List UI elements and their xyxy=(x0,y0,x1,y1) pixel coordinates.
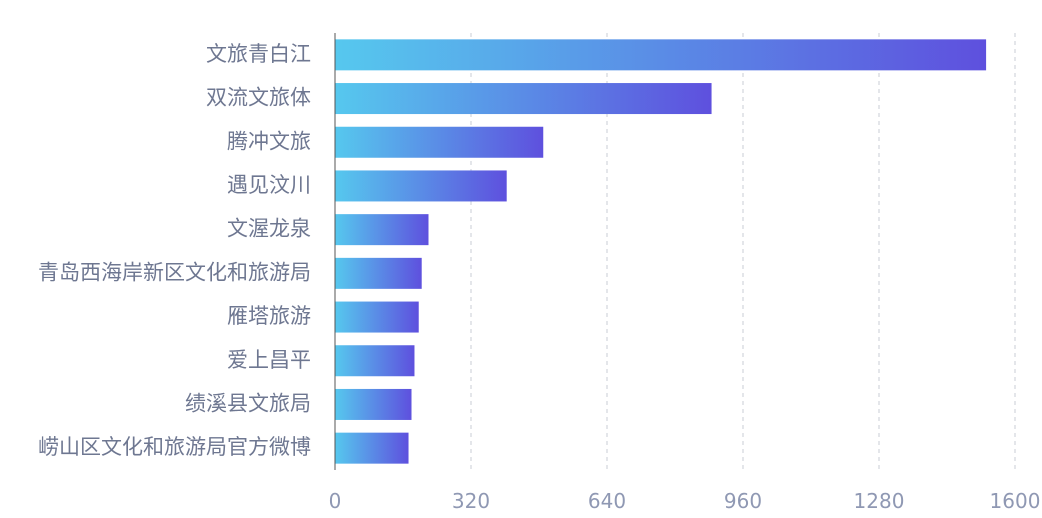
bar[interactable]: 遇见汶川: 404 xyxy=(335,170,507,202)
category-label: 爱上昌平 xyxy=(227,348,311,372)
category-label: 青岛西海岸新区文化和旅游局 xyxy=(38,260,311,284)
x-tick-label: 320 xyxy=(452,489,490,513)
bar[interactable]: 雁塔旅游: 197 xyxy=(335,301,419,333)
bar[interactable]: 爱上昌平: 187 xyxy=(335,345,415,377)
category-label: 文渥龙泉 xyxy=(227,217,311,241)
x-tick-label: 960 xyxy=(724,489,762,513)
x-axis-ticks: 0 320 640 960 1280 1600 xyxy=(329,489,1041,513)
category-label: 雁塔旅游 xyxy=(227,304,311,328)
bar[interactable]: 文渥龙泉: 220 xyxy=(335,214,429,246)
x-tick-label: 0 xyxy=(329,489,342,513)
x-tick-label: 640 xyxy=(588,489,626,513)
category-labels: 文旅青白江双流文旅体腾冲文旅遇见汶川文渥龙泉青岛西海岸新区文化和旅游局雁塔旅游爱… xyxy=(38,42,311,459)
category-label: 文旅青白江 xyxy=(206,42,311,66)
bar[interactable]: 文旅青白江: 1532 xyxy=(335,39,987,71)
bar[interactable]: 双流文旅体: 886 xyxy=(335,83,712,115)
x-tick-label: 1600 xyxy=(990,489,1041,513)
bars: 文旅青白江: 1532 双流文旅体: 886 腾冲文旅: 490 遇见汶川: 404 文… xyxy=(335,39,987,464)
bar[interactable]: 绩溪县文旅局: 180 xyxy=(335,388,412,420)
category-label: 双流文旅体 xyxy=(206,86,311,110)
category-label: 崂山区文化和旅游局官方微博 xyxy=(38,435,311,459)
category-label: 遇见汶川 xyxy=(227,173,311,197)
bar[interactable]: 青岛西海岸新区文化和旅游局: 204 xyxy=(335,257,422,289)
category-label: 腾冲文旅 xyxy=(227,129,311,153)
category-label: 绩溪县文旅局 xyxy=(185,391,311,415)
bar[interactable]: 腾冲文旅: 490 xyxy=(335,126,544,158)
bar[interactable]: 崂山区文化和旅游局官方微博: 173 xyxy=(335,432,409,464)
x-tick-label: 1280 xyxy=(854,489,905,513)
